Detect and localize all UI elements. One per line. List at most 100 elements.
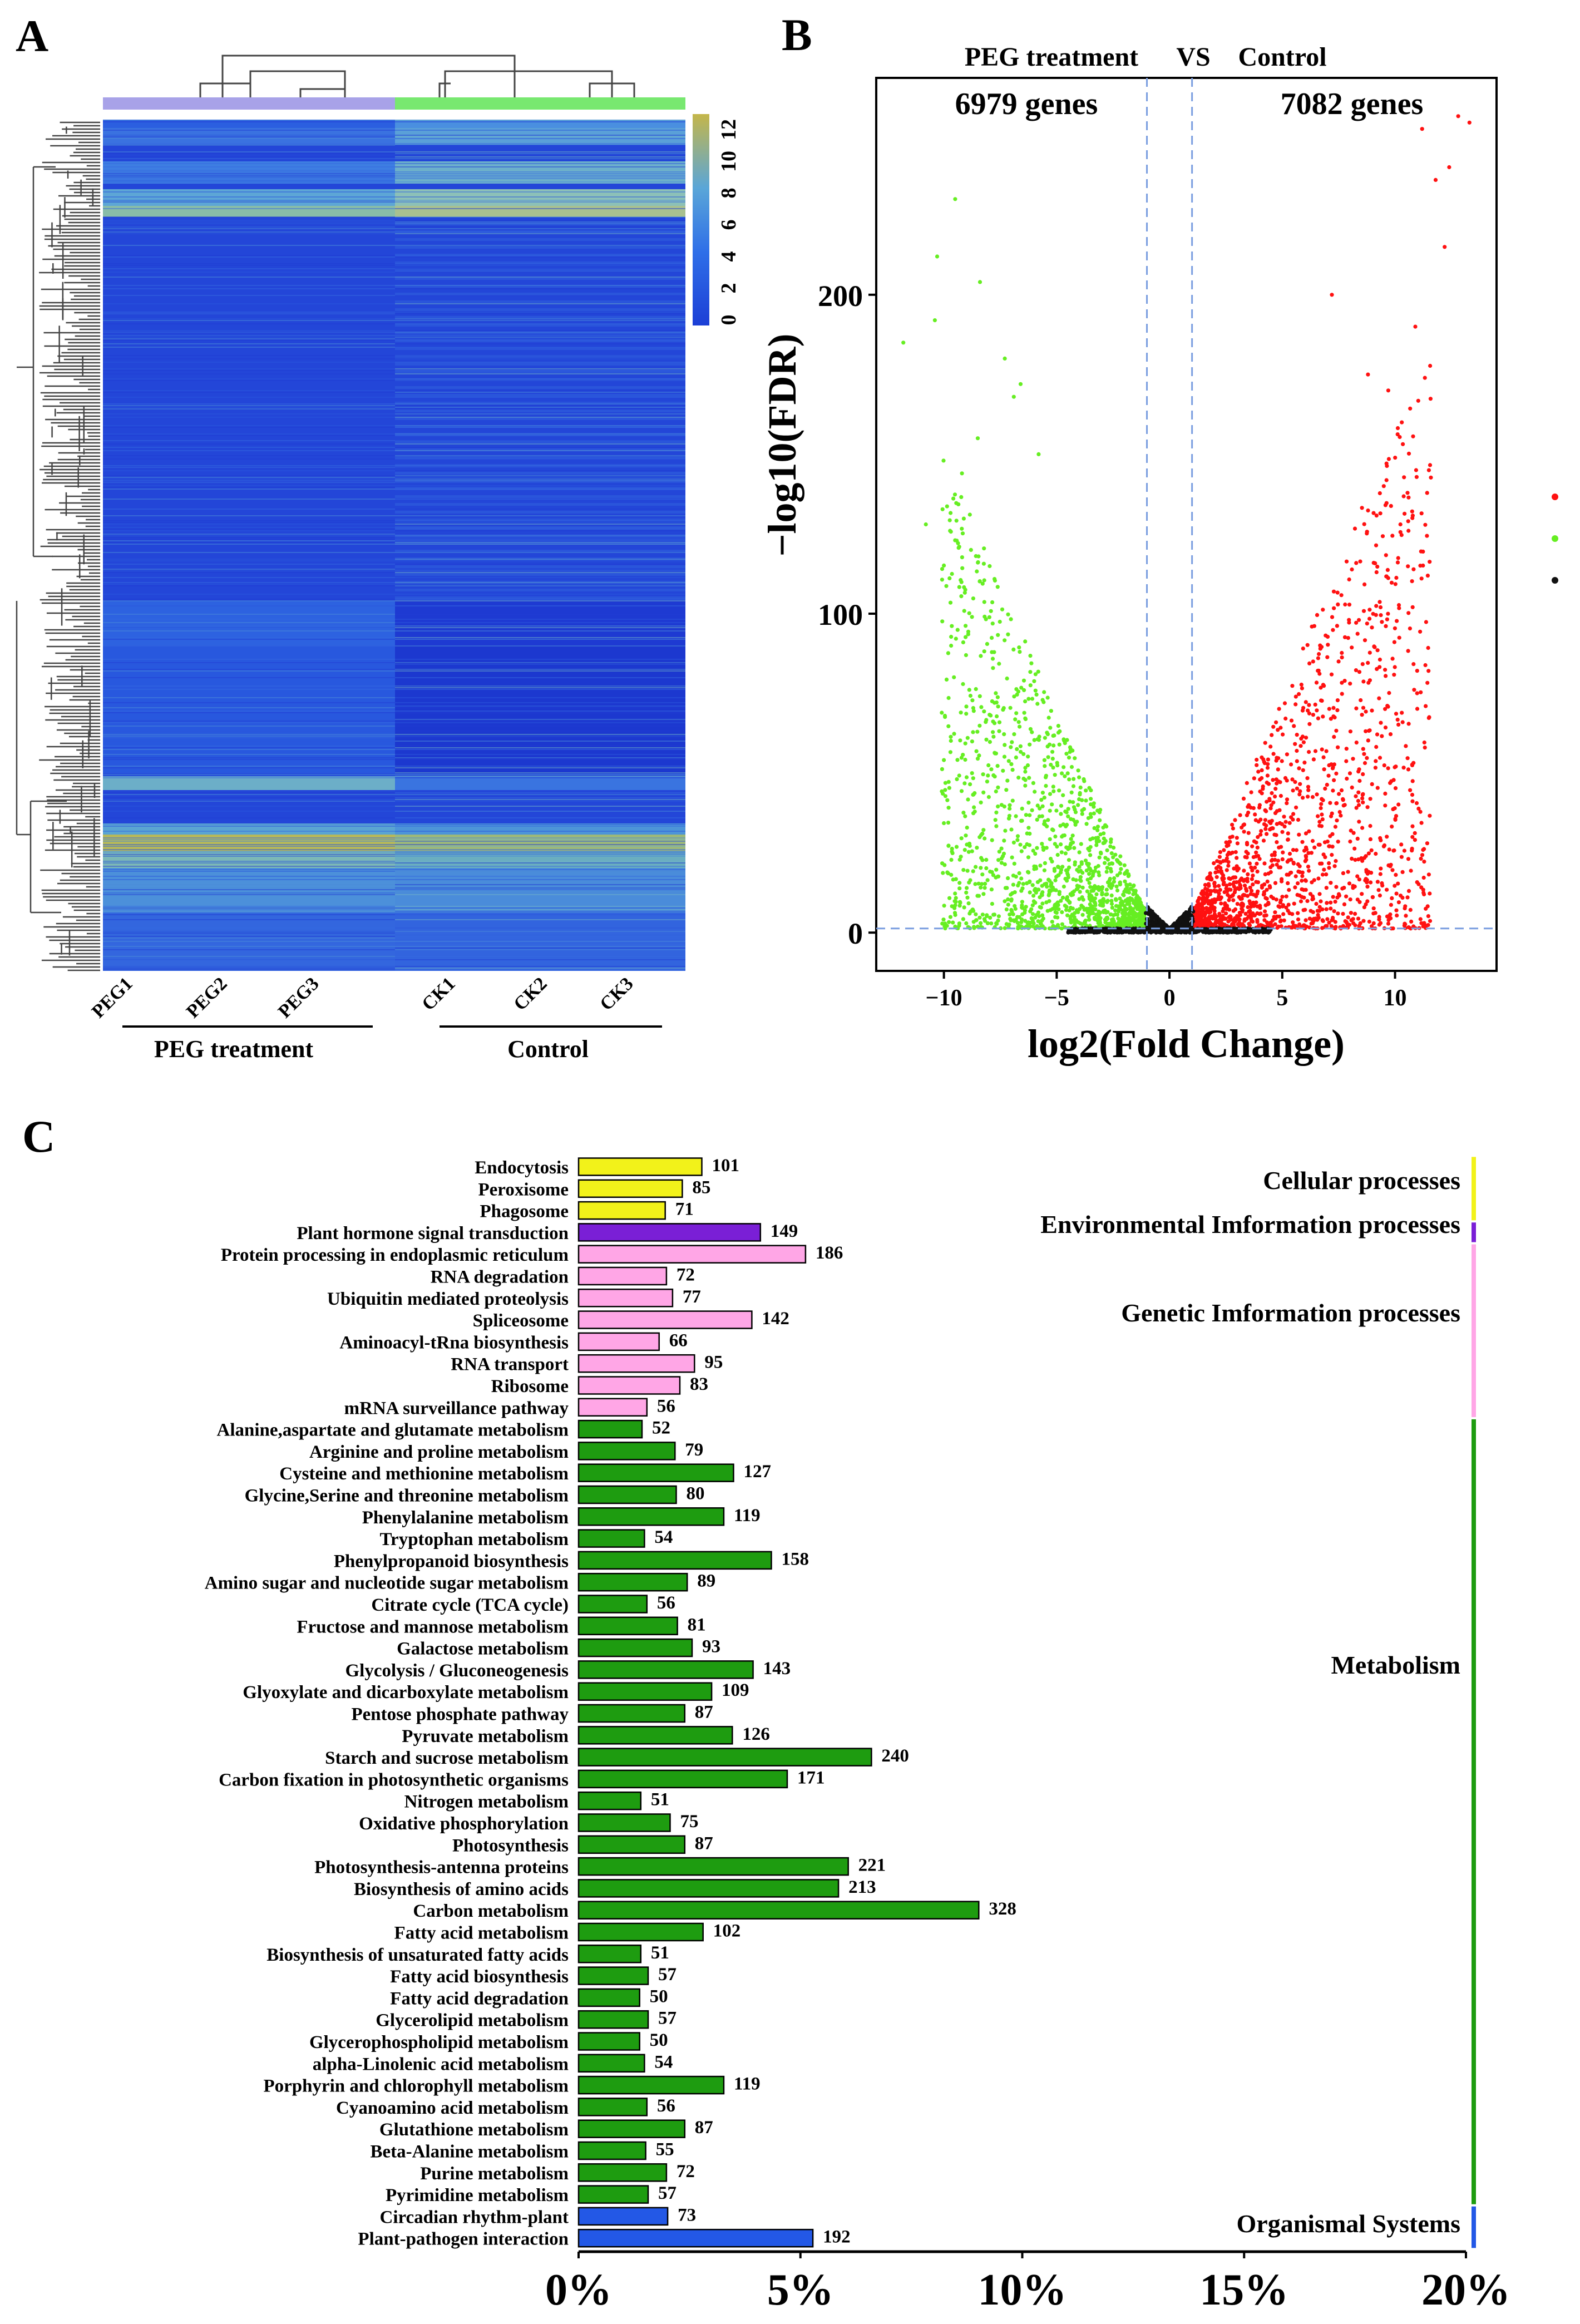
heatmap-row bbox=[395, 794, 685, 795]
up-gene-point bbox=[1393, 786, 1398, 791]
heatmap-row bbox=[395, 417, 685, 420]
heatmap-row bbox=[395, 969, 685, 970]
heatmap-row bbox=[395, 456, 685, 459]
up-gene-point bbox=[1362, 522, 1366, 526]
heatmap-row bbox=[395, 261, 685, 264]
down-gene-point bbox=[1098, 818, 1102, 822]
heatmap-row bbox=[395, 710, 685, 712]
heatmap-row bbox=[103, 936, 395, 937]
up-gene-point bbox=[1419, 885, 1424, 890]
down-gene-point bbox=[1077, 775, 1082, 779]
up-gene-point bbox=[1263, 818, 1267, 822]
heatmap-row bbox=[395, 625, 685, 626]
up-gene-point bbox=[1212, 909, 1217, 913]
up-gene-point bbox=[1270, 924, 1275, 928]
up-gene-point bbox=[1428, 463, 1433, 467]
heatmap-row bbox=[395, 145, 685, 146]
down-gene-point bbox=[1075, 920, 1079, 924]
down-gene-point bbox=[982, 578, 986, 583]
ns-gene-point bbox=[1213, 929, 1218, 933]
up-gene-point bbox=[1415, 691, 1419, 695]
down-gene-point bbox=[1033, 790, 1037, 794]
pathway-bar bbox=[577, 2119, 686, 2138]
y-tick-label: 100 bbox=[818, 598, 863, 631]
up-gene-point bbox=[1249, 790, 1253, 795]
up-gene-point bbox=[1405, 491, 1410, 495]
heatmap-row bbox=[395, 355, 685, 356]
heatmap-row bbox=[103, 467, 395, 468]
down-gene-point bbox=[1102, 831, 1106, 836]
up-gene-point bbox=[1352, 846, 1357, 851]
heatmap-row bbox=[103, 719, 395, 720]
up-gene-point bbox=[1404, 914, 1408, 918]
heatmap-row bbox=[103, 277, 395, 278]
up-gene-point bbox=[1366, 680, 1371, 685]
up-gene-point bbox=[1414, 801, 1419, 806]
down-gene-point bbox=[953, 538, 957, 542]
up-gene-point bbox=[1320, 872, 1325, 877]
down-gene-point bbox=[1067, 865, 1072, 870]
down-gene-point bbox=[1023, 769, 1028, 774]
heatmap-row bbox=[395, 254, 685, 256]
pathway-count: 80 bbox=[686, 1484, 704, 1504]
down-gene-point bbox=[1137, 906, 1142, 910]
heatmap-row bbox=[103, 614, 395, 615]
down-gene-point bbox=[949, 511, 953, 515]
up-gene-point bbox=[1253, 865, 1257, 870]
up-gene-point bbox=[1304, 700, 1308, 704]
up-gene-point bbox=[1354, 794, 1358, 798]
up-gene-point bbox=[1271, 778, 1275, 782]
heatmap-row bbox=[103, 143, 395, 144]
up-gene-point bbox=[1329, 672, 1334, 677]
down-gene-point bbox=[1042, 758, 1046, 762]
heatmap-row bbox=[395, 425, 685, 428]
up-gene-point bbox=[1247, 921, 1251, 926]
down-gene-point bbox=[1052, 867, 1056, 871]
down-gene-point bbox=[1092, 801, 1096, 806]
down-gene-point bbox=[1054, 808, 1059, 813]
heatmap-row bbox=[395, 645, 685, 647]
down-gene-point bbox=[1046, 893, 1051, 897]
up-gene-point bbox=[1414, 475, 1419, 479]
up-gene-point bbox=[1402, 475, 1406, 480]
heatmap-row bbox=[103, 534, 395, 535]
heatmap-row bbox=[395, 455, 685, 456]
up-gene-point bbox=[1277, 845, 1281, 850]
down-gene-point bbox=[1093, 885, 1098, 889]
heatmap-row bbox=[395, 138, 685, 139]
up-gene-point bbox=[1295, 892, 1300, 897]
down-gene-point bbox=[941, 871, 945, 875]
up-gene-point bbox=[1329, 906, 1333, 911]
down-gene-point bbox=[1118, 871, 1122, 875]
down-gene-point bbox=[1019, 920, 1024, 925]
down-gene-point bbox=[954, 896, 958, 900]
up-gene-point bbox=[1214, 920, 1218, 925]
up-gene-point bbox=[1242, 877, 1247, 882]
heatmap-row bbox=[395, 959, 685, 960]
up-gene-point bbox=[1335, 590, 1340, 595]
down-gene-point bbox=[1089, 797, 1093, 801]
up-gene-point bbox=[1235, 836, 1239, 840]
pathway-bar bbox=[577, 1179, 683, 1198]
down-gene-point bbox=[957, 886, 962, 891]
down-gene-point bbox=[981, 561, 986, 566]
heatmap-row bbox=[395, 511, 685, 514]
down-gene-point bbox=[959, 756, 964, 760]
heatmap-row bbox=[103, 355, 395, 356]
heatmap-row bbox=[395, 386, 685, 389]
down-gene-point bbox=[1029, 661, 1034, 665]
up-gene-point bbox=[1279, 924, 1283, 929]
heatmap-row bbox=[103, 949, 395, 950]
down-gene-point bbox=[1012, 732, 1016, 737]
up-gene-point bbox=[1287, 911, 1292, 915]
up-gene-point bbox=[1307, 869, 1311, 873]
pathway-bar bbox=[577, 1442, 676, 1460]
up-gene-point bbox=[1195, 921, 1199, 926]
up-gene-point bbox=[1300, 874, 1305, 879]
heatmap-row bbox=[395, 619, 685, 620]
down-gene-point bbox=[951, 496, 956, 501]
heatmap-row bbox=[395, 907, 685, 909]
down-gene-point bbox=[1059, 842, 1063, 847]
pathway-count: 57 bbox=[658, 2009, 677, 2029]
up-gene-point bbox=[1269, 894, 1273, 899]
